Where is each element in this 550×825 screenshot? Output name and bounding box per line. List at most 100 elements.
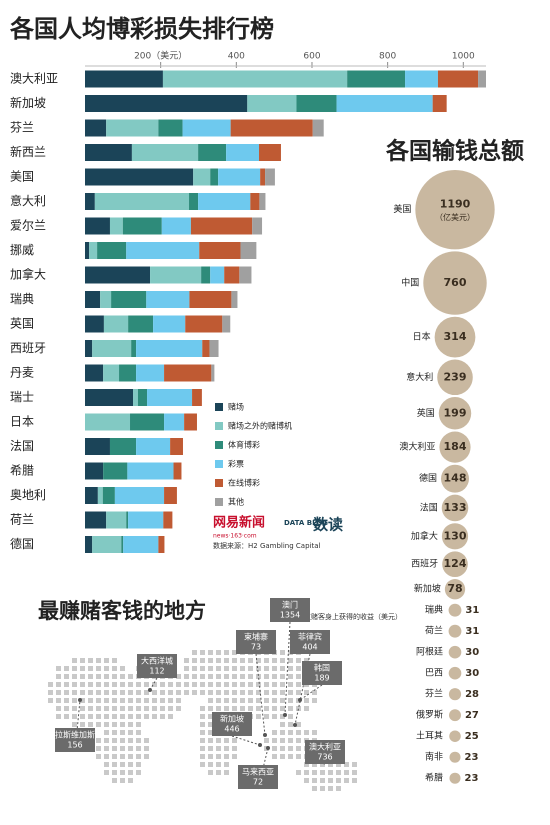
map-dot xyxy=(200,730,205,735)
map-dot xyxy=(104,666,109,671)
map-dot xyxy=(136,746,141,751)
map-dot xyxy=(336,778,341,783)
map-dot xyxy=(208,674,213,679)
bar-segment xyxy=(85,95,248,112)
brand-logo: 网易新闻 xyxy=(213,515,265,531)
map-dot xyxy=(200,754,205,759)
map-dot xyxy=(232,674,237,679)
map-dot xyxy=(224,690,229,695)
map-dot xyxy=(296,754,301,759)
map-dot xyxy=(48,682,53,687)
category-label: 西班牙 xyxy=(10,341,46,355)
map-dot xyxy=(96,722,101,727)
bubble-label: 新加坡 xyxy=(414,583,441,595)
map-dot xyxy=(152,682,157,687)
bubble-value: 239 xyxy=(444,370,467,383)
map-dot xyxy=(280,722,285,727)
map-dot xyxy=(240,682,245,687)
map-dot xyxy=(200,746,205,751)
map-dot xyxy=(96,658,101,663)
map-dot xyxy=(224,666,229,671)
bar-segment xyxy=(126,242,200,259)
map-dot xyxy=(280,754,285,759)
map-dot xyxy=(192,682,197,687)
bubble-value: 31 xyxy=(465,626,479,637)
map-dot xyxy=(232,666,237,671)
map-dot xyxy=(296,658,301,663)
map-dot xyxy=(128,730,133,735)
map-dot xyxy=(96,706,101,711)
map-dot xyxy=(232,746,237,751)
category-label: 加拿大 xyxy=(10,267,46,282)
bar-segment xyxy=(198,144,227,161)
bar-segment xyxy=(184,413,197,431)
map-dot xyxy=(328,778,333,783)
map-dot xyxy=(64,714,69,719)
map-dot xyxy=(296,690,301,695)
map-dot xyxy=(328,786,333,791)
map-dot xyxy=(208,682,213,687)
map-dot xyxy=(216,666,221,671)
map-dot xyxy=(200,690,205,695)
bar-segment xyxy=(265,168,275,186)
map-dot xyxy=(336,770,341,775)
map-dot xyxy=(176,674,181,679)
map-dot xyxy=(352,778,357,783)
bubble-value: 1190 xyxy=(440,198,471,211)
bar-segment xyxy=(226,144,260,161)
bar-segment xyxy=(252,217,263,235)
bubble-label: 巴西 xyxy=(425,668,443,679)
map-dot xyxy=(272,658,277,663)
bar-segment xyxy=(259,193,266,210)
category-label: 瑞典 xyxy=(10,292,34,306)
map-dot xyxy=(120,730,125,735)
bubble-value: 199 xyxy=(444,406,467,419)
map-dot xyxy=(192,674,197,679)
bar-segment xyxy=(136,340,203,357)
bar-segment xyxy=(133,389,138,406)
map-dot xyxy=(88,674,93,679)
map-dot xyxy=(200,682,205,687)
category-label: 意大利 xyxy=(10,193,46,208)
bubble-label: 日本 xyxy=(413,331,431,343)
map-dot xyxy=(72,658,77,663)
bar-segment xyxy=(164,413,185,431)
map-dot xyxy=(56,698,61,703)
map-dot xyxy=(272,674,277,679)
bar-segment xyxy=(189,291,232,308)
bubble-label: 加拿大 xyxy=(411,530,438,542)
bubble-value: 23 xyxy=(465,752,479,763)
map-dot xyxy=(96,682,101,687)
bar-segment xyxy=(158,536,165,553)
map-dot xyxy=(152,714,157,719)
bubble-label: 南非 xyxy=(425,751,443,763)
map-dot xyxy=(64,690,69,695)
map-dot xyxy=(144,714,149,719)
map-dot xyxy=(208,746,213,751)
bar-segment xyxy=(198,193,251,210)
bar-segment xyxy=(85,291,101,308)
map-dot xyxy=(208,658,213,663)
bar-segment xyxy=(336,95,433,112)
map-dot xyxy=(64,674,69,679)
bubble-value: 184 xyxy=(444,440,467,453)
map-dot xyxy=(56,682,61,687)
legend-label: 彩票 xyxy=(228,459,244,469)
map-dot xyxy=(120,778,125,783)
map-dot xyxy=(112,682,117,687)
bubble-value: 30 xyxy=(465,668,479,679)
bubble-label: 德国 xyxy=(419,472,437,484)
map-dot xyxy=(80,658,85,663)
map-dot xyxy=(88,690,93,695)
map-dot xyxy=(120,682,125,687)
bar-segment xyxy=(131,340,137,357)
map-dot xyxy=(128,778,133,783)
callout-point xyxy=(263,733,267,737)
bar-segment xyxy=(85,168,194,186)
callout-name: 新加坡 xyxy=(220,714,244,724)
bar-segment xyxy=(102,487,115,504)
category-label: 新加坡 xyxy=(10,95,46,110)
map-dot xyxy=(200,658,205,663)
map-dot xyxy=(160,698,165,703)
callout-value: 404 xyxy=(302,643,317,652)
